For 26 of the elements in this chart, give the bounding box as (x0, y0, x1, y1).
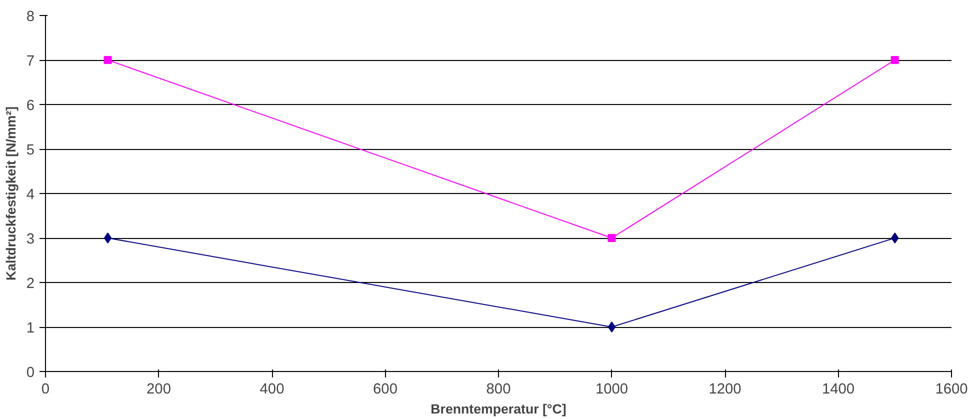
y-tick-label: 3 (26, 232, 35, 248)
point (608, 234, 616, 242)
x-tick-label: 1200 (708, 382, 742, 398)
x-axis-title: Brenntemperatur [°C] (430, 402, 566, 416)
y-tick-label: 8 (26, 9, 35, 25)
x-tick-label: 200 (146, 382, 171, 398)
x-tick-label: 800 (486, 382, 511, 398)
y-tick-label: 5 (26, 142, 35, 158)
x-tick-label: 0 (41, 382, 50, 398)
y-tick-label: 2 (26, 276, 35, 292)
y-tick-label: 7 (26, 54, 35, 70)
point (891, 232, 899, 244)
y-tick-label: 6 (26, 98, 35, 114)
x-tick-label: 400 (260, 382, 284, 398)
y-tick-label: 0 (26, 365, 35, 381)
point (608, 322, 616, 332)
x-tick-label: 1000 (595, 382, 628, 398)
x-tick-label: 1600 (935, 382, 968, 398)
y-tick-label: 4 (26, 187, 35, 203)
x-tick-label: 1400 (822, 382, 855, 398)
point (890, 56, 899, 64)
point (104, 232, 112, 244)
x-tick-label: 600 (373, 382, 398, 398)
point (104, 56, 112, 64)
y-tick-label: 1 (26, 320, 35, 336)
y-axis-title: Kaltdruckfestigkeit [N/mm²] (3, 106, 18, 281)
